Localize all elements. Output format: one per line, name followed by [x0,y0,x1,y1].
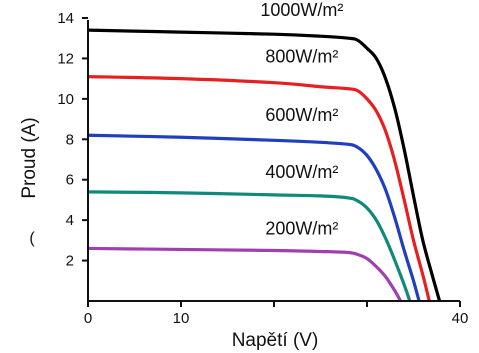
x-tick-label: 40 [452,310,469,327]
plot-area: 0 10 40 2 4 6 8 10 12 14 1000W/m² 800W/m² 600W/m² 4… [57,0,468,327]
series-label: 800W/m² [265,47,338,67]
curve-600wm [87,133,421,302]
curve-1000wm [87,28,442,302]
y-tick-label: 4 [66,212,74,229]
curve-400wm [87,190,412,302]
series-label: 1000W/m² [260,0,343,20]
y-axis-title: Proud (A) [19,117,40,198]
stray-parenthesis: ( [29,230,35,247]
y-tick-label: 6 [66,172,74,189]
y-tick-label: 2 [66,253,74,270]
series-label: 600W/m² [265,105,338,125]
curve-group [87,28,442,302]
y-tick-label: 8 [66,131,74,148]
y-tick-label: 10 [57,91,74,108]
y-tick-label: 14 [57,10,74,27]
curve-200wm [87,246,402,302]
series-labels: 1000W/m² 800W/m² 600W/m² 400W/m² 200W/m² [260,0,343,238]
y-tick-label: 12 [57,50,74,67]
y-axis-ticks: 2 4 6 8 10 12 14 [57,10,88,270]
x-axis-title: Napětí (V) [232,330,319,351]
series-label: 200W/m² [265,218,338,238]
x-tick-label: 0 [84,310,92,327]
series-label: 400W/m² [265,162,338,182]
x-tick-label: 10 [173,310,190,327]
x-axis-ticks: 0 10 40 [84,301,469,327]
curve-800wm [87,75,431,302]
